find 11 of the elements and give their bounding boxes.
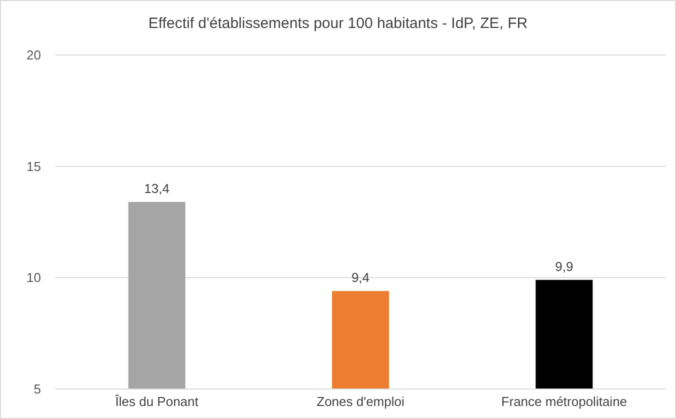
y-tick-label: 10 [26,270,41,286]
x-tick-label: France métropolitaine [501,394,628,409]
x-tick-label: Zones d'emploi [316,394,404,409]
data-label: 9,4 [351,270,370,286]
chart-title: Effectif d'établissements pour 100 habitants - IdP, ZE, FR [148,15,528,32]
y-tick-label: 5 [34,382,41,397]
y-tick-label: 15 [26,158,41,174]
data-label: 9,9 [555,258,574,274]
y-tick-label: 20 [26,48,41,63]
x-tick-label: Îles du Ponant [114,394,199,409]
data-label: 13,4 [144,180,170,196]
